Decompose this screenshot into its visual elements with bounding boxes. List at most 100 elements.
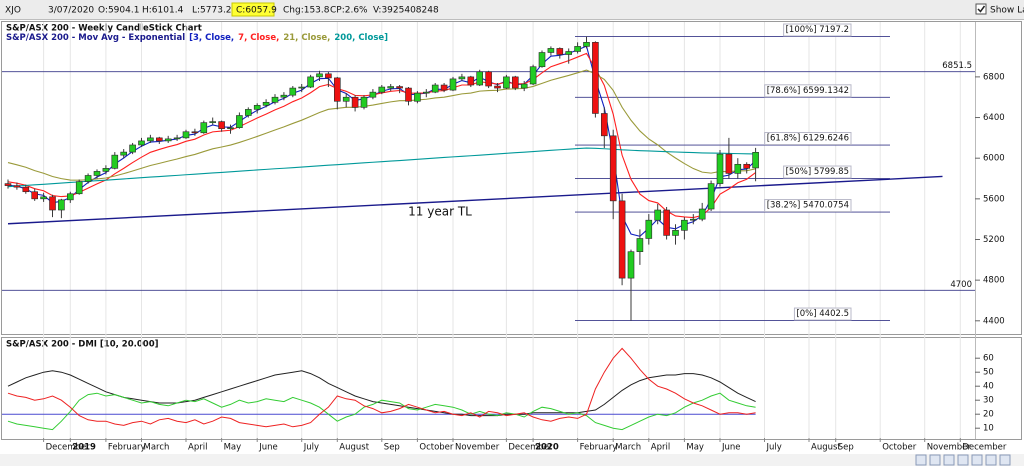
x-tick-label: April	[188, 443, 207, 453]
trendline	[7, 175, 943, 225]
candle-body	[271, 96, 279, 103]
candle-body	[156, 137, 163, 142]
x-tick-label: December	[46, 443, 91, 453]
candle-body	[138, 140, 145, 146]
dmi-title: S&P/ASX 200 - DMI [10, 20.000]	[6, 340, 159, 350]
candle-body	[565, 51, 573, 55]
candle-body	[743, 163, 751, 169]
scroll-button[interactable]	[985, 454, 997, 466]
show-last-checkbox[interactable]	[975, 3, 987, 15]
x-tick-label: July	[766, 443, 782, 453]
x-tick-label: March	[144, 443, 170, 453]
candle-body	[449, 78, 457, 91]
candle-body	[422, 91, 430, 94]
candle-body	[503, 76, 510, 89]
x-tick-label: Sep	[838, 443, 854, 453]
candle-body	[467, 76, 475, 86]
candle-body	[209, 121, 216, 123]
candle-body	[360, 96, 368, 108]
x-tick-label: February	[108, 443, 146, 453]
scroll-button[interactable]	[915, 454, 927, 466]
candle-body	[307, 76, 314, 88]
candle-body	[111, 154, 119, 169]
x-tick-label: December	[508, 443, 553, 453]
scrollbar	[0, 454, 1024, 466]
level-label: 6851.5	[942, 61, 972, 71]
candle-body	[494, 85, 501, 89]
candle-body	[574, 46, 581, 52]
scroll-button[interactable]	[943, 454, 955, 466]
x-tick-label: June	[721, 443, 741, 453]
candle-body	[725, 153, 733, 174]
fib-label: [100%] 7197.2	[786, 25, 849, 35]
x-tick-label: July	[303, 443, 319, 453]
candle-body	[191, 131, 199, 134]
candle-body	[253, 105, 261, 110]
candle-body	[511, 76, 519, 89]
candle-body	[218, 121, 225, 130]
candle-body	[396, 86, 403, 89]
legend-entry: 200, Close]	[334, 33, 388, 43]
scroll-button[interactable]	[929, 454, 941, 466]
fib-label-box	[764, 199, 852, 213]
candle-body	[663, 209, 670, 236]
y-tick-label: 6800	[983, 72, 1005, 82]
scroll-buttons[interactable]	[915, 454, 1011, 466]
fib-label: [38.2%] 5470.0754	[767, 201, 849, 211]
candle-body	[280, 94, 288, 98]
show-last-label[interactable]: Show Last	[990, 6, 1024, 16]
candle-body	[458, 76, 466, 80]
toolbar-field: V:3925408248	[373, 6, 439, 16]
x-tick-label: 2020	[535, 443, 559, 453]
x-tick-label: May	[686, 443, 704, 453]
x-tick-label: December	[962, 443, 1007, 453]
toolbar-field: O:5904.1	[98, 6, 139, 16]
x-tick-label: November	[455, 443, 500, 453]
fib-label: [50%] 5799.85	[786, 167, 849, 177]
candle-body	[325, 73, 332, 79]
legend-entry: [3, Close,	[189, 33, 234, 43]
candle-body	[378, 86, 386, 93]
y-tick-label: 4400	[983, 316, 1005, 326]
candle-body	[485, 71, 492, 87]
candle-body	[414, 92, 421, 102]
candle-body	[84, 175, 92, 182]
candle-body	[440, 84, 448, 91]
candle-body	[31, 191, 39, 200]
fib-label: [0%] 4402.5	[796, 309, 849, 319]
y-tick-label: 5200	[983, 235, 1005, 245]
candle-body	[147, 137, 154, 142]
candle-body	[600, 113, 608, 137]
y-tick-label: 4800	[983, 276, 1005, 286]
candle-body	[618, 200, 626, 279]
dmi-y-tick-label: 20	[983, 410, 994, 420]
toolbar-field: 3/07/2020	[48, 6, 94, 16]
dmi-y-tick-label: 10	[983, 424, 994, 434]
candle-body	[236, 115, 243, 128]
x-tick-label: 2019	[72, 443, 96, 453]
candle-body	[67, 193, 74, 201]
candle-body	[672, 230, 679, 236]
dmi-line	[7, 392, 756, 431]
candle-body	[538, 52, 546, 68]
candle-body	[200, 122, 208, 134]
legend-entry: 21, Close,	[283, 33, 330, 43]
legend-title: S&P/ASX 200 - Mov Avg - Exponential	[6, 33, 185, 43]
scroll-button[interactable]	[999, 454, 1011, 466]
price-panel	[1, 21, 1022, 335]
scroll-button[interactable]	[957, 454, 969, 466]
candle-body	[13, 185, 21, 188]
candle-body	[49, 196, 56, 211]
candle-body	[707, 183, 715, 210]
candle-body	[583, 42, 590, 47]
candle-body	[182, 131, 190, 139]
dmi-line	[7, 347, 756, 428]
trendline-label: 11 year TL	[408, 205, 472, 219]
x-tick-label: October	[419, 443, 454, 453]
close-highlight	[231, 2, 275, 17]
candle-body	[405, 87, 412, 102]
check-mark	[977, 5, 986, 13]
chart-title: S&P/ASX 200 - Weekly CandleStick Chart	[6, 24, 202, 34]
scroll-button[interactable]	[971, 454, 983, 466]
